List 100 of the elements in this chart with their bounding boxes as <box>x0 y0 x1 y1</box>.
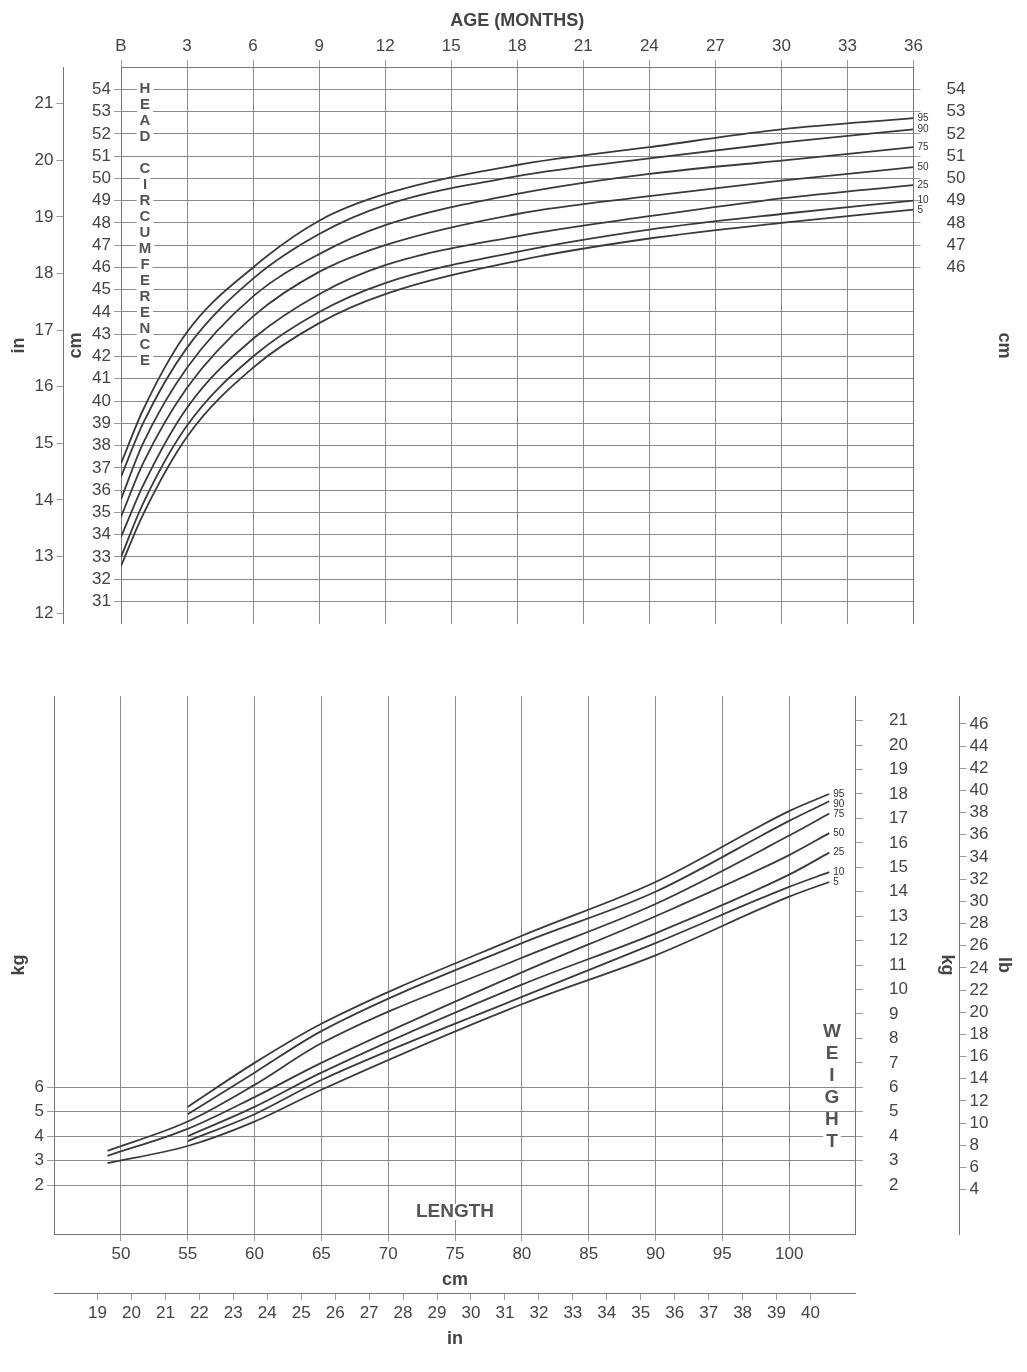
y-tick-label: 50 <box>92 168 112 188</box>
y2-tick-label: 20 <box>888 734 908 754</box>
y2-tick-label: 18 <box>888 783 908 803</box>
series-label: 75 <box>833 807 845 819</box>
y-tick-label: 44 <box>92 301 112 321</box>
y3-tick-label: 32 <box>969 868 989 888</box>
y2-tick-label: 15 <box>888 857 908 877</box>
y3-tick-label: 16 <box>969 1046 989 1066</box>
x-axis-title: cm <box>442 1269 469 1290</box>
series-label: 10 <box>917 194 930 206</box>
y-tick-label: 6 <box>34 1077 45 1097</box>
y-tick-label: 49 <box>92 190 112 210</box>
y-tick-label: 39 <box>92 413 112 433</box>
x-tick-label: 50 <box>111 1243 131 1263</box>
y2-tick-label: 17 <box>888 808 908 828</box>
x-tick-label: 95 <box>712 1243 732 1263</box>
x2-tick-label: 38 <box>733 1302 753 1322</box>
y-tick-label: 42 <box>92 346 112 366</box>
x-tick-label: 33 <box>837 36 857 56</box>
x2-tick-label: 24 <box>257 1302 277 1322</box>
x2-tick-label: 31 <box>495 1302 515 1322</box>
y-tick-label: 35 <box>92 502 112 522</box>
annotation: LENGTH <box>415 1200 495 1222</box>
y3-tick-label: 24 <box>969 957 989 977</box>
x-tick-label: 70 <box>378 1243 398 1263</box>
x-tick-label: 85 <box>579 1243 599 1263</box>
x-tick-label: 12 <box>375 36 395 56</box>
y2-tick-label: 8 <box>888 1028 899 1048</box>
y-tick-label: 31 <box>92 591 112 611</box>
x2-tick-label: 21 <box>155 1302 175 1322</box>
y2-tick-label: 54 <box>946 78 966 98</box>
y3-tick-label: 17 <box>34 319 54 339</box>
series-label: 50 <box>833 826 845 838</box>
y2-tick-label: 14 <box>888 881 908 901</box>
y2-tick-label: 10 <box>888 979 908 999</box>
series-label: 90 <box>833 797 845 809</box>
y-tick-label: 5 <box>34 1101 45 1121</box>
y2-tick-label: 52 <box>946 123 966 143</box>
y2-tick-label: 11 <box>888 954 907 974</box>
x-tick-label: 75 <box>445 1243 465 1263</box>
y3-tick-label: 19 <box>34 206 54 226</box>
y3-tick-label: 8 <box>969 1134 979 1154</box>
y2-tick-label: 2 <box>888 1174 899 1194</box>
y2-tick-label: 9 <box>888 1003 899 1023</box>
x-tick-label: 100 <box>774 1243 804 1263</box>
y-tick-label: 34 <box>92 524 112 544</box>
y-tick-label: 37 <box>92 457 112 477</box>
y3-tick-label: 46 <box>969 713 989 733</box>
x-tick-label: 6 <box>248 36 258 56</box>
x2-tick-label: 30 <box>461 1302 481 1322</box>
x2-tick-label: 36 <box>665 1302 685 1322</box>
x-tick-label: 80 <box>512 1243 532 1263</box>
y3-axis-title: lb <box>995 957 1016 974</box>
x2-axis-title: in <box>447 1328 464 1349</box>
text: HEAD CIRCUMFERENCE <box>138 79 152 369</box>
y-tick-label: 46 <box>92 257 112 277</box>
x2-tick-label: 23 <box>223 1302 243 1322</box>
y3-tick-label: 36 <box>969 824 989 844</box>
y2-tick-label: 49 <box>946 190 966 210</box>
x2-tick-label: 32 <box>529 1302 549 1322</box>
y3-tick-label: 10 <box>969 1112 989 1132</box>
y3-tick-label: 38 <box>969 802 989 822</box>
y3-tick-label: 34 <box>969 846 989 866</box>
y3-axis-title: in <box>7 337 28 354</box>
y3-tick-label: 42 <box>969 757 989 777</box>
y2-tick-label: 46 <box>946 257 966 277</box>
x2-tick-label: 39 <box>767 1302 786 1322</box>
y3-tick-label: 15 <box>34 432 54 452</box>
y-tick-label: 47 <box>92 234 112 254</box>
x-tick-label: 24 <box>639 36 659 56</box>
x2-tick-label: 27 <box>359 1302 379 1322</box>
x-tick-label: 65 <box>311 1243 331 1263</box>
y3-tick-label: 26 <box>969 935 989 955</box>
x2-tick-label: 28 <box>393 1302 413 1322</box>
x2-tick-label: 37 <box>699 1302 719 1322</box>
series-label: 50 <box>917 160 930 172</box>
y-axis-title: kg <box>7 954 28 976</box>
x2-tick-label: 40 <box>801 1302 820 1322</box>
y-tick-label: 2 <box>34 1174 45 1194</box>
y3-tick-label: 22 <box>969 979 989 999</box>
x-tick-label: 3 <box>182 36 192 56</box>
x2-tick-label: 33 <box>563 1302 583 1322</box>
x2-tick-label: 25 <box>291 1302 311 1322</box>
y2-axis-title: kg <box>937 954 958 976</box>
y2-tick-label: 50 <box>946 168 966 188</box>
y-tick-label: 48 <box>92 212 112 232</box>
x-tick-label: 27 <box>705 36 725 56</box>
series-label: 95 <box>833 787 845 799</box>
y3-tick-label: 18 <box>34 263 54 283</box>
y2-tick-label: 47 <box>946 234 966 254</box>
x2-tick-label: 22 <box>189 1302 209 1322</box>
series-label: 90 <box>917 123 930 135</box>
y2-axis-title: cm <box>995 332 1016 359</box>
y2-tick-label: 21 <box>888 710 908 730</box>
y3-tick-label: 44 <box>969 735 989 755</box>
x-tick-label: 15 <box>441 36 461 56</box>
y-tick-label: 32 <box>92 568 112 588</box>
y2-tick-label: 4 <box>888 1125 899 1145</box>
x-tick-label: 21 <box>573 36 593 56</box>
series-label: 75 <box>917 140 930 152</box>
